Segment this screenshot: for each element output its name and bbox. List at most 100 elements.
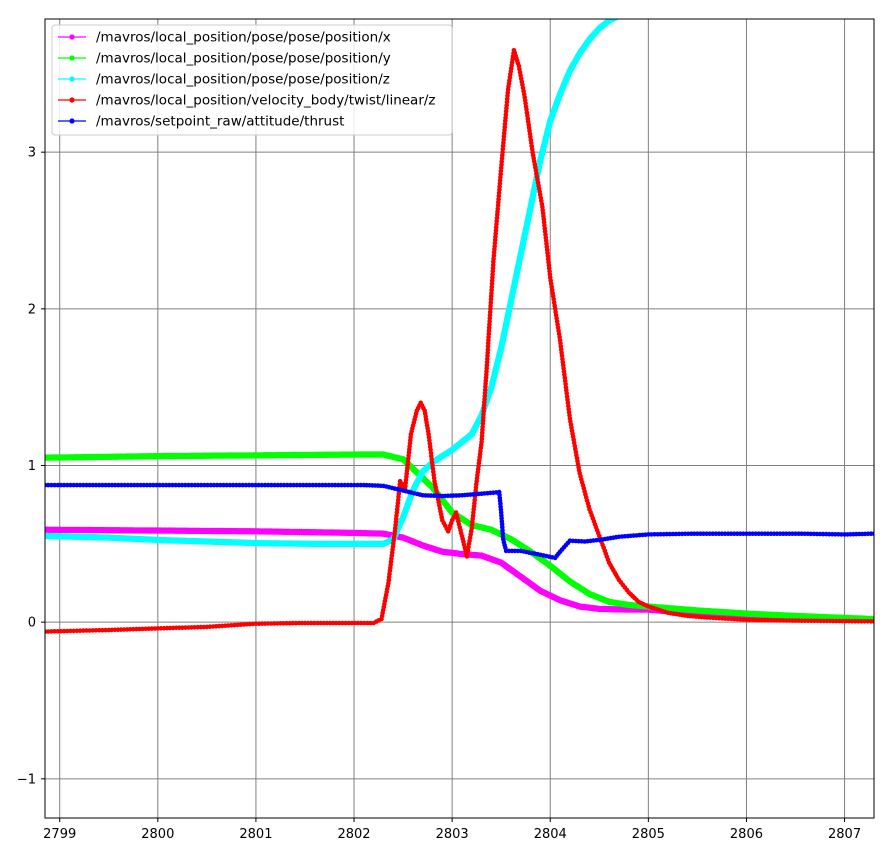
legend-item: /mavros/local_position/pose/pose/positio… [58,72,390,88]
data-point [288,482,293,488]
data-point [793,618,798,623]
data-point [144,482,150,488]
data-point [312,620,317,626]
data-point [355,620,361,626]
data-point [339,482,344,488]
data-point [45,629,51,634]
data-point [307,482,312,488]
data-point [93,482,99,488]
data-point [52,482,57,488]
data-point [195,482,201,488]
data-point [345,482,351,488]
data-point [802,618,808,623]
data-point [224,482,229,488]
data-point [269,482,274,488]
data-point [167,482,172,488]
data-point [243,482,249,488]
data-point [77,482,83,488]
data-point [198,482,204,488]
legend-label: /mavros/local_position/velocity_body/twi… [96,93,436,109]
data-point [227,482,233,488]
x-tick-label: 2803 [436,827,469,842]
data-point [112,482,118,488]
data-point [324,620,330,626]
data-point [176,482,182,488]
legend-swatch-marker [69,55,75,61]
data-point [183,482,188,488]
data-point [179,482,185,488]
data-point [348,482,354,488]
data-point [154,482,159,488]
data-point [68,628,73,634]
data-point [246,482,252,488]
data-point [808,618,814,624]
data-point [342,482,348,488]
data-point [58,482,64,488]
data-point [160,482,166,488]
data-point [253,482,258,488]
data-point [87,482,92,488]
data-point [272,482,277,488]
data-point [93,628,99,633]
legend-label: /mavros/setpoint_raw/attitude/thrust [96,114,344,130]
data-point [818,618,823,624]
plot-frame [44,18,875,819]
data-point [827,618,833,624]
data-point [135,482,140,488]
data-point [310,482,316,488]
data-point [125,482,131,488]
data-point [281,482,287,488]
data-point [147,482,153,488]
data-point [865,619,870,624]
data-point [230,482,236,488]
data-point [871,531,874,536]
x-tick-label: 2800 [141,827,174,842]
data-point [122,482,127,488]
data-point [202,482,207,488]
data-point [157,482,163,488]
data-point [74,482,80,488]
data-point [285,482,290,488]
legend-item: /mavros/local_position/pose/pose/positio… [58,51,391,67]
data-point [340,620,345,626]
legend-label: /mavros/local_position/pose/pose/positio… [96,72,390,88]
data-point [96,482,102,488]
data-point [103,627,108,633]
legend-item: /mavros/setpoint_raw/attitude/thrust [58,114,344,130]
data-point [74,628,80,634]
data-point [65,482,70,488]
data-point [294,482,300,488]
legend-swatch-marker [69,97,75,103]
legend-label: /mavros/local_position/pose/pose/positio… [96,51,391,67]
data-point [313,482,319,488]
data-point [90,628,96,633]
data-point [116,482,121,488]
legend-box [51,24,453,136]
y-tick-label: 2 [28,302,36,317]
data-point [332,482,338,488]
data-point [352,482,357,488]
x-tick-label: 2802 [337,827,370,842]
data-point [68,482,73,488]
data-point [871,619,874,624]
x-tick-label: 2799 [43,827,76,842]
series-5 [45,482,874,561]
data-point [81,628,86,633]
data-point [320,482,325,488]
data-point [259,482,265,488]
data-point [218,482,223,488]
data-point [278,482,284,488]
data-point [485,347,491,352]
data-point [240,482,245,488]
ticks: 2799 2800 2801 2802 2803 2804 2805 2806 2807 −1 0 1… [17,146,861,842]
data-point [490,262,496,268]
data-point [103,482,108,488]
data-point [71,482,76,488]
data-point [262,482,268,488]
series-layer [45,19,874,634]
y-tick-label: 1 [28,459,36,474]
data-point [265,482,271,488]
data-point [291,482,297,488]
data-point [859,619,864,624]
